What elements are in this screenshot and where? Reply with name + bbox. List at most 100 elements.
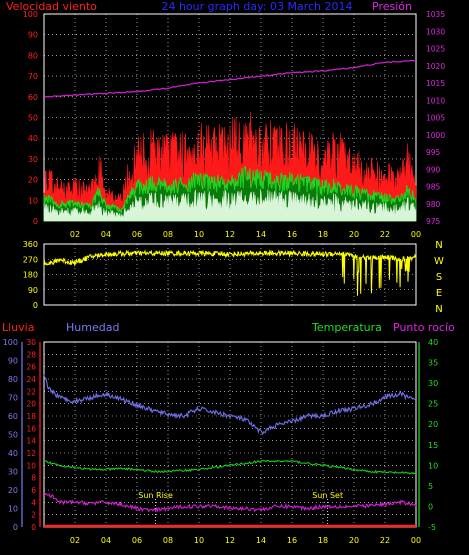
wind-y-tick-label: 40 <box>28 134 38 143</box>
humidity-y-tick-label: 100 <box>3 338 18 347</box>
temp-y-tick-label: 0 <box>428 502 433 511</box>
pressure-y-tick-label: 1025 <box>426 45 445 54</box>
rain-y-tick-label: 18 <box>26 412 36 421</box>
temp-y-tick-label: 20 <box>428 420 438 429</box>
pressure-y-tick-label: 1030 <box>426 27 445 36</box>
compass-label: N <box>435 304 442 315</box>
humidity-y-tick-label: 40 <box>8 449 18 458</box>
pressure-y-tick-label: 1000 <box>426 131 445 140</box>
wind-y-tick-label: 60 <box>28 93 38 102</box>
wind-y-tick-label: 80 <box>28 51 38 60</box>
compass-label: W <box>434 256 444 267</box>
humidity-series <box>43 374 417 436</box>
pressure-axis-title: Presión <box>372 0 412 13</box>
pressure-y-tick-label: 995 <box>426 148 441 157</box>
rain-y-tick-label: 22 <box>26 387 36 396</box>
rain-y-tick-label: 6 <box>31 486 36 495</box>
temp-y-tick-label: -5 <box>428 523 436 532</box>
pressure-series <box>43 59 417 98</box>
wind-panel-x-tick-label: 16 <box>287 230 297 239</box>
sun-event-label: Sun Rise <box>138 491 173 500</box>
wind-y-tick-label: 20 <box>28 176 38 185</box>
direction-y-tick-label: 360 <box>23 240 38 249</box>
temp-y-tick-label: 40 <box>428 338 438 347</box>
temp-y-tick-label: 5 <box>428 482 433 491</box>
temp-y-tick-label: 10 <box>428 461 438 470</box>
wind-panel-x-tick-label: 20 <box>349 230 359 239</box>
temperature-series <box>43 459 417 475</box>
rain-y-tick-label: 2 <box>31 511 36 520</box>
rain-y-tick-label: 8 <box>31 474 36 483</box>
rain-y-tick-label: 14 <box>26 437 36 446</box>
climate-panel-x-tick-label: 04 <box>101 536 111 545</box>
humidity-y-tick-label: 90 <box>8 357 18 366</box>
wind-y-tick-label: 70 <box>28 72 38 81</box>
temp-y-tick-label: 15 <box>428 441 438 450</box>
rain-axis-title: Lluvia <box>2 321 34 334</box>
climate-panel-x-tick-label: 02 <box>70 536 80 545</box>
humidity-axis-title: Humedad <box>66 321 119 334</box>
pressure-y-tick-label: 1035 <box>426 10 445 19</box>
humidity-y-tick-label: 20 <box>8 486 18 495</box>
climate-panel-x-tick-label: 22 <box>380 536 390 545</box>
climate-panel-x-tick-label: 00 <box>411 536 421 545</box>
rain-y-tick-label: 10 <box>26 461 36 470</box>
wind-y-tick-label: 10 <box>28 196 38 205</box>
humidity-y-tick-label: 10 <box>8 505 18 514</box>
compass-label: S <box>436 272 442 283</box>
temperature-axis-title: Temperatura <box>311 321 382 334</box>
compass-label: E <box>436 288 442 299</box>
wind-y-tick-label: 0 <box>33 217 38 226</box>
wind-panel-x-tick-label: 08 <box>163 230 173 239</box>
wind-panel-x-tick-label: 22 <box>380 230 390 239</box>
direction-y-tick-label: 0 <box>33 301 38 310</box>
wind-panel-x-tick-label: 12 <box>225 230 235 239</box>
humidity-y-tick-label: 80 <box>8 375 18 384</box>
dewpoint-axis-title: Punto rocío <box>393 321 455 334</box>
pressure-y-tick-label: 990 <box>426 165 441 174</box>
pressure-y-tick-label: 1020 <box>426 62 445 71</box>
humidity-y-tick-label: 70 <box>8 394 18 403</box>
rain-y-tick-label: 20 <box>26 400 36 409</box>
rain-y-tick-label: 0 <box>31 523 36 532</box>
rain-y-tick-label: 16 <box>26 424 36 433</box>
direction-y-tick-label: 180 <box>23 271 38 280</box>
climate-panel-x-tick-label: 08 <box>163 536 173 545</box>
wind-y-tick-label: 100 <box>23 10 38 19</box>
climate-panel-x-tick-label: 18 <box>318 536 328 545</box>
dewpoint-series <box>43 492 417 513</box>
wind-panel-x-tick-label: 02 <box>70 230 80 239</box>
direction-y-tick-label: 270 <box>23 255 38 264</box>
wind-panel-x-tick-label: 14 <box>256 230 266 239</box>
wind-direction-series <box>43 249 417 296</box>
pressure-y-tick-label: 1010 <box>426 96 445 105</box>
direction-y-tick-label: 90 <box>28 286 38 295</box>
temp-y-tick-label: 25 <box>428 400 438 409</box>
humidity-y-tick-label: 60 <box>8 412 18 421</box>
temp-y-tick-label: 30 <box>428 379 438 388</box>
climate-panel-x-tick-label: 14 <box>256 536 266 545</box>
wind-y-tick-label: 30 <box>28 155 38 164</box>
wind-panel-x-tick-label: 04 <box>101 230 111 239</box>
rain-y-tick-label: 4 <box>31 498 36 507</box>
wind-axis-title: Velocidad viento <box>6 0 97 13</box>
pressure-y-tick-label: 1005 <box>426 114 445 123</box>
wind-panel-x-tick-label: 10 <box>194 230 204 239</box>
wind-y-tick-label: 50 <box>28 114 38 123</box>
climate-panel-x-tick-label: 16 <box>287 536 297 545</box>
humidity-y-tick-label: 50 <box>8 431 18 440</box>
wind-panel-x-tick-label: 00 <box>411 230 421 239</box>
rain-y-tick-label: 24 <box>26 375 36 384</box>
rain-y-tick-label: 30 <box>26 338 36 347</box>
sun-event-label: Sun Set <box>312 491 343 500</box>
rain-y-tick-label: 12 <box>26 449 36 458</box>
pressure-y-tick-label: 1015 <box>426 79 445 88</box>
pressure-y-tick-label: 975 <box>426 217 441 226</box>
pressure-y-tick-label: 985 <box>426 183 441 192</box>
climate-panel-x-tick-label: 06 <box>132 536 142 545</box>
climate-panel-x-tick-label: 20 <box>349 536 359 545</box>
rain-y-tick-label: 28 <box>26 350 36 359</box>
climate-panel-x-tick-label: 12 <box>225 536 235 545</box>
